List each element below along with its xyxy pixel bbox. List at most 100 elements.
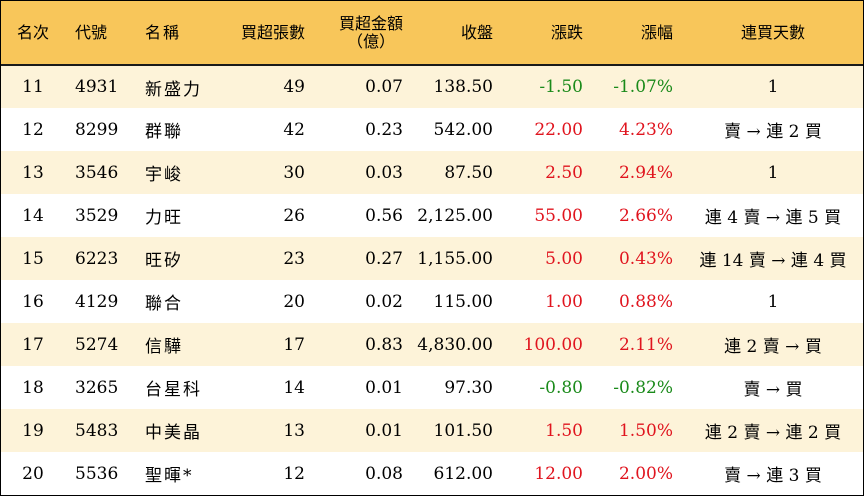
cell-code: 5274	[75, 334, 119, 355]
cell-net-buy-amount: 0.23	[365, 119, 403, 140]
cell-code: 3546	[75, 162, 119, 183]
cell-consecutive-days: 1	[767, 291, 779, 312]
cell-change: 55.00	[534, 205, 583, 226]
cell-code: 8299	[75, 119, 119, 140]
cell-close: 101.50	[433, 420, 493, 441]
cell-name[interactable]: 中美晶	[145, 423, 202, 443]
cell-close: 97.30	[444, 377, 493, 398]
cell-code: 6223	[75, 248, 119, 269]
table-row[interactable]: 20 5536 聖暉* 12 0.08 612.00 12.00 2.00% 賣…	[1, 452, 863, 495]
cell-name[interactable]: 台星科	[145, 380, 202, 400]
cell-consecutive-days: 1	[767, 77, 779, 97]
table-row[interactable]: 19 5483 中美晶 13 0.01 101.50 1.50 1.50% 連 …	[1, 409, 863, 452]
cell-rank: 19	[22, 420, 44, 441]
cell-net-buy-lots: 14	[283, 377, 305, 398]
cell-close: 115.00	[433, 291, 493, 312]
cell-net-buy-amount: 0.83	[365, 334, 403, 355]
header-name[interactable]: 名稱	[137, 1, 215, 66]
header-change-pct[interactable]: 漲幅	[593, 1, 683, 66]
cell-close: 4,830.00	[417, 334, 493, 355]
cell-code: 5536	[75, 463, 119, 484]
cell-change-pct: 0.43%	[618, 248, 673, 269]
cell-net-buy-lots: 42	[283, 119, 305, 140]
table-row[interactable]: 15 6223 旺矽 23 0.27 1,155.00 5.00 0.43% 連…	[1, 237, 863, 280]
cell-close: 612.00	[433, 463, 493, 484]
cell-change-pct: 2.11%	[618, 334, 673, 355]
cell-code: 4129	[75, 291, 119, 312]
cell-name[interactable]: 聯合	[145, 294, 183, 314]
cell-change: 12.00	[534, 463, 583, 484]
cell-change-pct: 4.23%	[618, 119, 673, 140]
cell-rank: 14	[22, 205, 44, 226]
cell-net-buy-lots: 13	[283, 420, 305, 441]
header-net-buy-amount-label: 買超金額	[338, 13, 403, 33]
cell-change-pct: 1.50%	[618, 420, 673, 441]
cell-consecutive-days: 連 2 賣 → 連 2 買	[704, 423, 842, 443]
cell-change-pct: 2.66%	[618, 205, 673, 226]
header-rank[interactable]: 名次	[1, 1, 65, 66]
cell-rank: 17	[22, 334, 44, 355]
header-consecutive-days[interactable]: 連買天數	[683, 1, 863, 66]
cell-net-buy-amount: 0.08	[365, 463, 403, 484]
cell-code: 3265	[75, 377, 119, 398]
cell-rank: 15	[22, 248, 44, 269]
cell-rank: 12	[22, 119, 44, 140]
cell-name[interactable]: 旺矽	[145, 251, 183, 271]
cell-consecutive-days: 賣 → 連 2 買	[724, 122, 822, 142]
table-row[interactable]: 17 5274 信驊 17 0.83 4,830.00 100.00 2.11%…	[1, 323, 863, 366]
cell-change: 1.00	[545, 291, 583, 312]
header-change[interactable]: 漲跌	[503, 1, 593, 66]
header-close[interactable]: 收盤	[413, 1, 503, 66]
cell-close: 138.50	[433, 77, 493, 97]
cell-consecutive-days: 連 14 賣 → 連 4 買	[699, 251, 847, 271]
cell-net-buy-amount: 0.01	[365, 420, 403, 441]
cell-close: 87.50	[444, 162, 493, 183]
cell-change-pct: -0.82%	[613, 377, 673, 398]
cell-net-buy-lots: 23	[283, 248, 305, 269]
table-row[interactable]: 13 3546 宇峻 30 0.03 87.50 2.50 2.94% 1	[1, 151, 863, 194]
header-net-buy-lots[interactable]: 買超張數	[215, 1, 315, 66]
cell-name[interactable]: 宇峻	[145, 165, 183, 185]
cell-code: 4931	[75, 77, 119, 97]
table-row[interactable]: 16 4129 聯合 20 0.02 115.00 1.00 0.88% 1	[1, 280, 863, 323]
header-net-buy-amount[interactable]: 買超金額 （億）	[315, 1, 413, 66]
cell-rank: 11	[22, 77, 44, 97]
cell-net-buy-lots: 49	[283, 77, 305, 97]
cell-change-pct: 2.94%	[618, 162, 673, 183]
table-row[interactable]: 12 8299 群聯 42 0.23 542.00 22.00 4.23% 賣 …	[1, 108, 863, 151]
table-body: 11 4931 新盛力 49 0.07 138.50 -1.50 -1.07% …	[1, 65, 863, 495]
cell-change: -1.50	[539, 77, 583, 97]
table-row[interactable]: 18 3265 台星科 14 0.01 97.30 -0.80 -0.82% 賣…	[1, 366, 863, 409]
table-header-row: 名次 代號 名稱 買超張數 買超金額 （億） 收盤 漲跌 漲幅 連買天數	[1, 1, 863, 66]
cell-change-pct: 2.00%	[618, 463, 673, 484]
cell-net-buy-amount: 0.07	[365, 77, 403, 97]
cell-name[interactable]: 聖暉*	[145, 466, 194, 486]
cell-consecutive-days: 連 4 賣 → 連 5 買	[704, 208, 842, 228]
cell-name[interactable]: 新盛力	[145, 79, 202, 100]
cell-net-buy-amount: 0.01	[365, 377, 403, 398]
cell-change-pct: 0.88%	[618, 291, 673, 312]
cell-net-buy-lots: 30	[283, 162, 305, 183]
cell-net-buy-lots: 12	[283, 463, 305, 484]
cell-name[interactable]: 力旺	[145, 208, 183, 228]
cell-name[interactable]: 群聯	[145, 122, 183, 142]
cell-change: -0.80	[539, 377, 583, 398]
cell-rank: 13	[22, 162, 44, 183]
header-code[interactable]: 代號	[65, 1, 137, 66]
cell-rank: 18	[22, 377, 44, 398]
cell-name[interactable]: 信驊	[145, 337, 183, 357]
cell-close: 542.00	[433, 119, 493, 140]
header-net-buy-amount-unit: （億）	[346, 31, 395, 51]
table-row[interactable]: 11 4931 新盛力 49 0.07 138.50 -1.50 -1.07% …	[1, 65, 863, 108]
cell-code: 5483	[75, 420, 119, 441]
cell-net-buy-amount: 0.02	[365, 291, 403, 312]
cell-change: 5.00	[545, 248, 583, 269]
table-row[interactable]: 14 3529 力旺 26 0.56 2,125.00 55.00 2.66% …	[1, 194, 863, 237]
cell-net-buy-amount: 0.56	[365, 205, 403, 226]
cell-code: 3529	[75, 205, 119, 226]
cell-net-buy-lots: 17	[283, 334, 305, 355]
cell-net-buy-amount: 0.03	[365, 162, 403, 183]
cell-consecutive-days: 賣 → 買	[743, 380, 803, 400]
